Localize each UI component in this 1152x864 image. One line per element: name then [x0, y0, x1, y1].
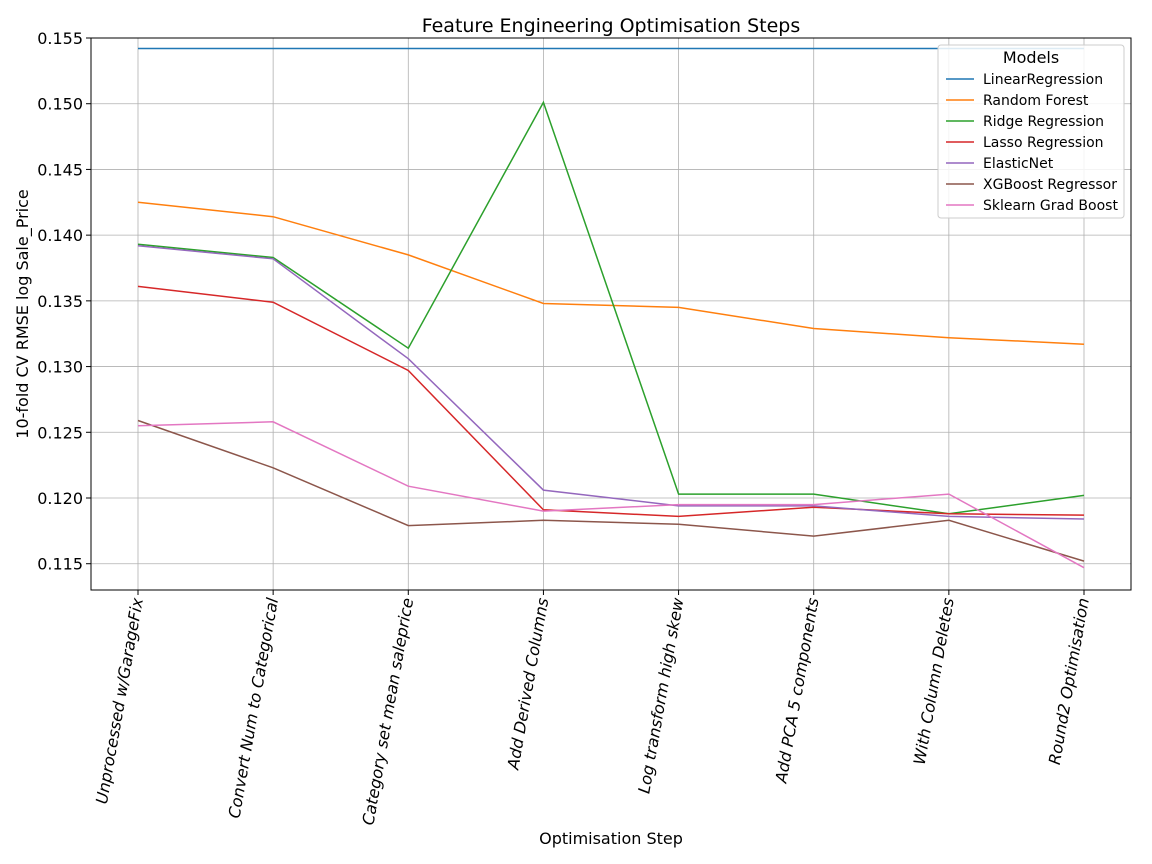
- series-line: [137, 201, 1085, 345]
- x-tick-label: Convert Num to Categorical: [225, 596, 283, 820]
- chart-title: Feature Engineering Optimisation Steps: [422, 15, 801, 37]
- series-line: [137, 421, 1085, 569]
- plot-frame: [90, 37, 1132, 591]
- x-tick-label: With Column Deletes: [910, 596, 958, 766]
- x-tick-label: Category set mean saleprice: [359, 596, 418, 826]
- series-line: [137, 244, 1085, 520]
- x-tick-label: Log transform high skew: [634, 595, 687, 794]
- series-line: [137, 100, 1085, 515]
- y-tick-label: 0.115: [37, 555, 83, 574]
- x-tick-label: Add PCA 5 components: [771, 596, 822, 785]
- legend-label: XGBoost Regressor: [983, 177, 1117, 193]
- y-tick-label: 0.145: [37, 160, 83, 179]
- legend-label: LinearRegression: [983, 72, 1103, 88]
- legend-box: [937, 44, 1125, 219]
- y-tick-label: 0.150: [37, 95, 83, 114]
- y-axis: 0.115 0.120 0.125 0.130 0.135 0.140 0.145 0.150…: [37, 29, 91, 574]
- x-tick-label: Add Derived Columns: [503, 596, 552, 771]
- legend-label: Lasso Regression: [983, 135, 1104, 151]
- y-tick-label: 0.140: [37, 226, 83, 245]
- legend: Models LinearRegression Random Forest Ridg…: [937, 44, 1125, 219]
- y-tick-label: 0.135: [37, 292, 83, 311]
- y-axis-title: 10-fold CV RMSE log Sale_Price: [13, 189, 33, 438]
- legend-label: ElasticNet: [983, 156, 1054, 172]
- y-tick-label: 0.120: [37, 489, 83, 508]
- legend-label: Random Forest: [983, 93, 1089, 109]
- x-tick-label: Unprocessed w/GarageFix: [92, 596, 147, 806]
- y-tick-label: 0.155: [37, 29, 83, 48]
- y-tick-label: 0.125: [37, 423, 83, 442]
- legend-label: Ridge Regression: [983, 114, 1104, 130]
- x-axis: Unprocessed w/GarageFix Convert Num to Ca…: [92, 590, 1093, 827]
- series-lines: [137, 47, 1085, 569]
- x-tick-label: Round2 Optimisation: [1045, 596, 1093, 766]
- series-line: [137, 419, 1085, 562]
- series-line: [137, 285, 1085, 518]
- y-tick-label: 0.130: [37, 358, 83, 377]
- legend-label: Sklearn Grad Boost: [983, 198, 1118, 214]
- x-axis-title: Optimisation Step: [539, 829, 683, 848]
- grid: [91, 37, 1131, 590]
- legend-title: Models: [1003, 48, 1059, 67]
